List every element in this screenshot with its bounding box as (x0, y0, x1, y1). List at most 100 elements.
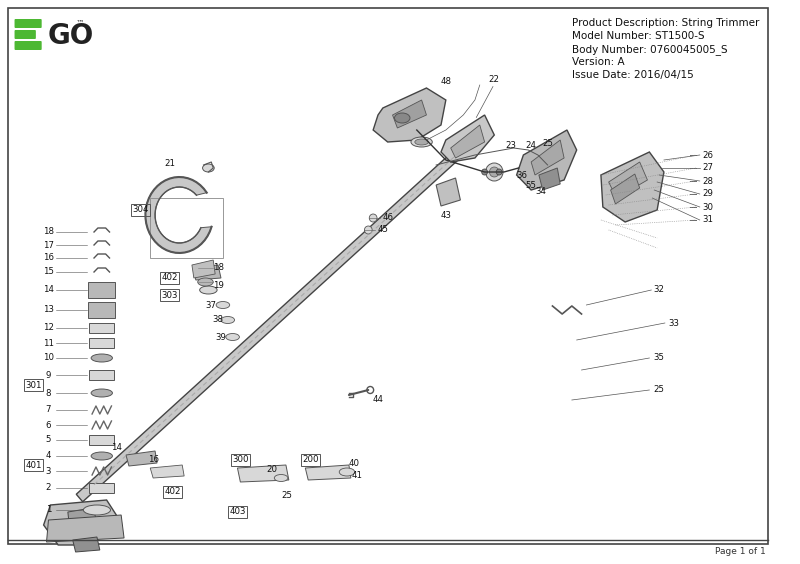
Text: Product Description: String Trimmer: Product Description: String Trimmer (572, 18, 759, 28)
Text: 9: 9 (46, 371, 51, 380)
Polygon shape (150, 465, 184, 478)
Text: GO: GO (47, 22, 94, 50)
FancyBboxPatch shape (14, 41, 42, 50)
Text: Issue Date: 2016/04/15: Issue Date: 2016/04/15 (572, 70, 694, 80)
Polygon shape (46, 515, 124, 542)
Bar (89, 338, 114, 348)
Text: 45: 45 (378, 226, 388, 235)
Text: 6: 6 (46, 421, 51, 430)
Circle shape (482, 169, 487, 175)
Text: Model Number: ST1500-S: Model Number: ST1500-S (572, 31, 705, 41)
Polygon shape (306, 465, 351, 480)
Text: 14: 14 (111, 443, 122, 452)
Text: 32: 32 (654, 285, 665, 294)
Text: 40: 40 (348, 459, 359, 468)
Text: 25: 25 (654, 386, 665, 394)
Text: 19: 19 (213, 280, 223, 289)
Bar (150, 198, 223, 258)
Polygon shape (539, 168, 560, 190)
Text: 38: 38 (213, 315, 223, 324)
Text: 30: 30 (702, 202, 713, 212)
Text: Version: A: Version: A (572, 57, 625, 67)
Polygon shape (610, 174, 640, 204)
Bar (89, 323, 114, 333)
Polygon shape (76, 134, 478, 502)
Text: 3: 3 (46, 466, 51, 475)
Text: 402: 402 (162, 274, 178, 283)
Polygon shape (73, 537, 100, 552)
Circle shape (496, 169, 502, 175)
Ellipse shape (202, 164, 214, 172)
Polygon shape (126, 451, 157, 466)
FancyBboxPatch shape (14, 19, 42, 28)
Polygon shape (450, 125, 485, 158)
Circle shape (490, 167, 499, 177)
Text: 13: 13 (43, 306, 54, 315)
Text: 23: 23 (506, 140, 516, 149)
Text: 1: 1 (46, 505, 51, 514)
Polygon shape (146, 177, 211, 253)
Text: 4: 4 (46, 452, 51, 460)
Text: 18: 18 (43, 227, 54, 236)
Text: 16: 16 (43, 253, 54, 262)
Text: 48: 48 (440, 77, 451, 86)
Text: 200: 200 (302, 456, 318, 465)
Polygon shape (441, 115, 494, 162)
Ellipse shape (83, 505, 110, 515)
Text: 403: 403 (230, 508, 246, 517)
Text: 26: 26 (702, 151, 713, 160)
Bar (89, 483, 114, 493)
Ellipse shape (411, 137, 432, 147)
Text: 36: 36 (516, 170, 527, 179)
Text: 10: 10 (43, 354, 54, 363)
Ellipse shape (91, 452, 113, 460)
Ellipse shape (198, 278, 214, 286)
Text: 16: 16 (148, 456, 158, 465)
Text: 304: 304 (132, 205, 149, 214)
Text: Body Number: 0760045005_S: Body Number: 0760045005_S (572, 44, 727, 55)
Ellipse shape (226, 333, 239, 341)
FancyBboxPatch shape (14, 30, 36, 39)
Text: 31: 31 (702, 215, 713, 224)
Text: 22: 22 (489, 76, 500, 85)
Text: 21: 21 (164, 158, 175, 168)
Text: 401: 401 (26, 460, 42, 469)
Text: 35: 35 (654, 354, 665, 363)
Polygon shape (68, 508, 97, 530)
Text: 37: 37 (206, 301, 217, 310)
Text: 14: 14 (43, 285, 54, 294)
Ellipse shape (394, 113, 410, 123)
Ellipse shape (339, 468, 354, 476)
Ellipse shape (221, 316, 234, 324)
Text: 27: 27 (702, 164, 713, 173)
Bar (89, 435, 114, 445)
Text: 28: 28 (702, 177, 713, 186)
Polygon shape (609, 162, 647, 198)
Polygon shape (373, 88, 446, 142)
Text: 301: 301 (26, 381, 42, 390)
Ellipse shape (415, 139, 428, 145)
Polygon shape (194, 265, 221, 280)
Text: 2: 2 (46, 483, 51, 492)
Text: 20: 20 (266, 465, 277, 474)
Circle shape (365, 226, 372, 234)
Text: 34: 34 (535, 187, 546, 196)
Text: 11: 11 (43, 338, 54, 347)
Text: 300: 300 (232, 456, 249, 465)
Text: 46: 46 (382, 214, 393, 223)
Polygon shape (88, 282, 115, 298)
Polygon shape (436, 178, 460, 206)
Text: 43: 43 (440, 210, 451, 219)
Polygon shape (601, 152, 664, 222)
Text: 17: 17 (43, 240, 54, 249)
Bar (89, 370, 114, 380)
Text: 12: 12 (43, 324, 54, 333)
Polygon shape (88, 302, 115, 318)
Text: 5: 5 (46, 435, 51, 444)
Text: 29: 29 (702, 190, 713, 199)
Text: 8: 8 (46, 389, 51, 398)
Polygon shape (238, 465, 289, 482)
Ellipse shape (216, 302, 230, 309)
Text: 7: 7 (46, 406, 51, 415)
Text: 25: 25 (282, 491, 292, 500)
